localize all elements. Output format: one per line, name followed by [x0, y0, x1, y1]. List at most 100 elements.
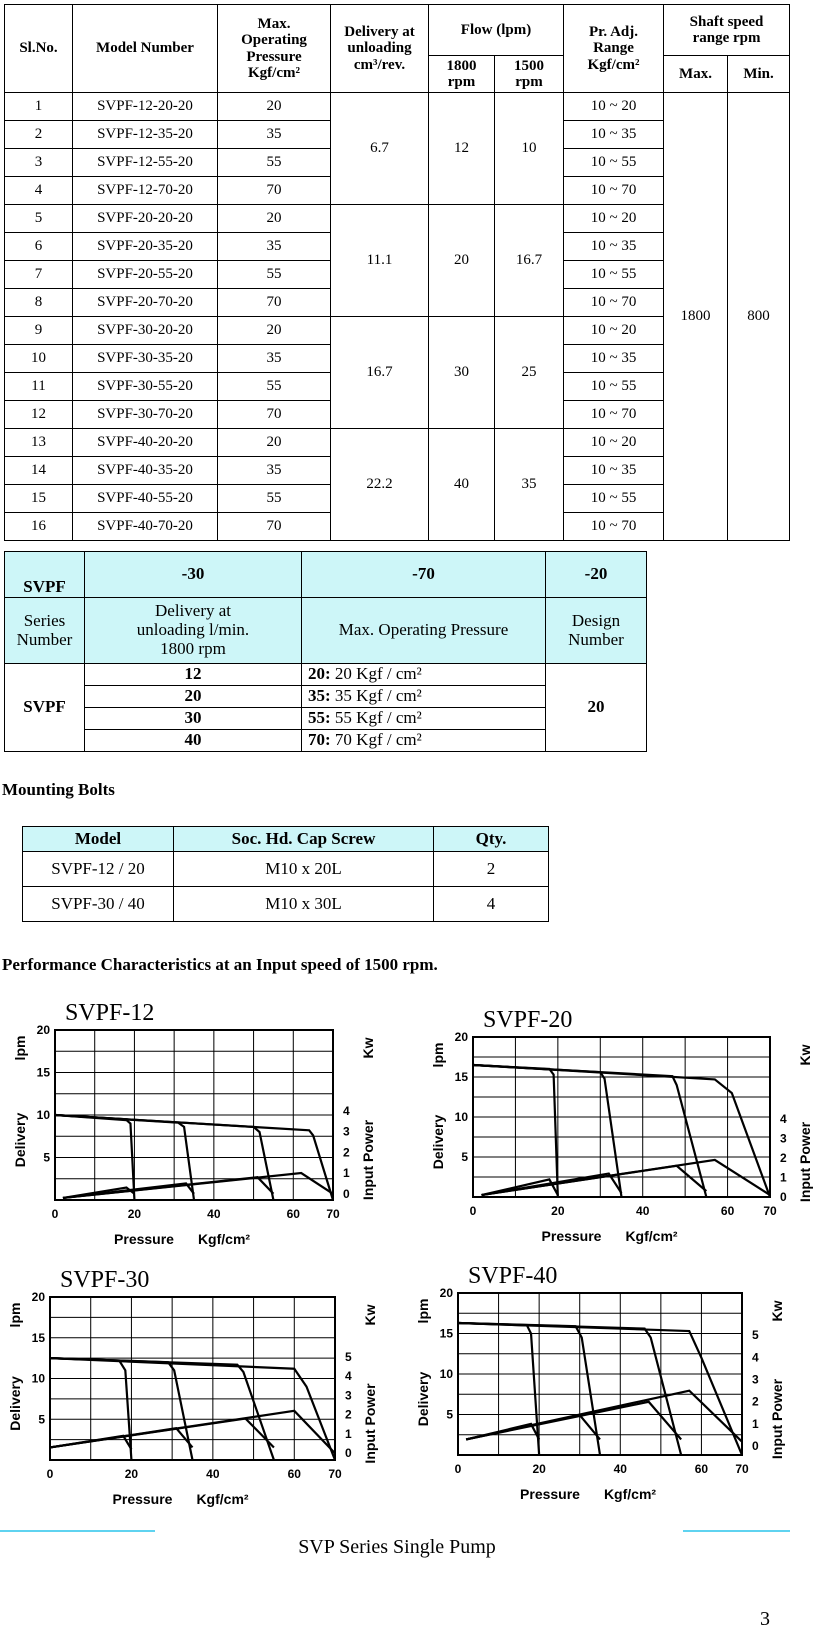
chart-title: SVPF-30 [60, 1267, 149, 1293]
code: 20: [308, 664, 331, 684]
chart-title: SVPF-20 [483, 1007, 572, 1033]
x-tick-label: 0 [52, 1207, 59, 1221]
y2-tick-label: 1 [780, 1170, 787, 1184]
table-cell: 70 [217, 288, 331, 317]
y-tick-label: 20 [440, 1286, 454, 1300]
x-axis-unit: Kgf/cm² [198, 1231, 250, 1247]
x-axis-label: Pressure [542, 1228, 602, 1244]
table-cell: 6 [4, 232, 73, 261]
table-cell: 20: 20 Kgf / cm² [301, 663, 546, 686]
table-cell: 10 ~ 70 [563, 288, 665, 317]
spec-table: Sl.No. Model Number Max. Operating Pressure K… [4, 4, 791, 541]
y-tick-label: 5 [43, 1151, 50, 1165]
x-tick-label: 60 [287, 1207, 301, 1221]
text-line: unloading l/min. [136, 620, 250, 640]
power-curve [49, 1409, 336, 1455]
table-cell: 55: 55 Kgf / cm² [301, 707, 546, 730]
x-tick-label: 40 [614, 1462, 628, 1476]
text-line: Range [593, 40, 634, 57]
chart-title: SVPF-12 [65, 1000, 154, 1026]
text-line: Max. Operating Pressure [338, 620, 509, 640]
table-cell: 55 [217, 260, 331, 289]
x-tick-label: 20 [125, 1467, 139, 1481]
code: 35: [308, 686, 331, 706]
y2-axis-label: Input Power [362, 1383, 378, 1464]
table-row: SVPF-12 / 20 M10 x 20L 2 [22, 851, 549, 887]
y-tick-label: 5 [446, 1408, 453, 1422]
table-cell: 70: 70 Kgf / cm² [301, 729, 546, 752]
text-line: Number [568, 629, 624, 649]
table-row: SVPF-30 / 40 M10 x 30L 4 [22, 886, 549, 922]
y2-tick-label: 4 [345, 1369, 352, 1383]
table-cell: SVPF [4, 551, 85, 598]
y2-axis-unit: Kw [769, 1300, 785, 1321]
y-tick-label: 10 [455, 1110, 469, 1124]
table-cell: -70 [301, 551, 546, 598]
text-line: range rpm [692, 30, 761, 46]
y2-tick-label: 3 [343, 1125, 350, 1139]
table-cell: 11 [4, 372, 73, 401]
x-tick-label: 0 [47, 1467, 54, 1481]
y-axis-unit: lpm [7, 1303, 23, 1328]
table-cell: 3 [4, 148, 73, 177]
table-cell: 14 [4, 456, 73, 485]
y-axis-unit: lpm [430, 1043, 446, 1068]
x-tick-label: 70 [326, 1207, 340, 1221]
footer-rule [683, 1530, 790, 1532]
table-cell: 10 ~ 20 [563, 316, 665, 345]
y-tick-label: 10 [32, 1372, 46, 1386]
y-tick-label: 10 [37, 1108, 51, 1122]
table-row: SVPF 12 20: 20 Kgf / cm² 20 [4, 663, 647, 752]
y2-tick-label: 4 [752, 1350, 759, 1364]
x-tick-label: 70 [763, 1204, 777, 1218]
page-number: 3 [760, 1608, 770, 1630]
table-cell: 35 [493, 428, 565, 541]
x-axis-unit: Kgf/cm² [625, 1228, 677, 1244]
table-row: 1 SVPF-12-20-20 20 6.7 12 10 10 ~ 20 1800 800 [4, 92, 791, 541]
table-cell: 55 [217, 484, 331, 513]
table-row: 20 35: 35 Kgf / cm² [5, 685, 647, 708]
y-tick-label: 15 [37, 1066, 51, 1080]
text-line: Operating [241, 32, 307, 48]
section-heading: Mounting Bolts [2, 780, 115, 799]
header-cell: Min. [727, 55, 791, 93]
table-cell: Delivery at unloading l/min. 1800 rpm [84, 597, 302, 664]
table-cell: 6.7 [330, 92, 429, 205]
header-cell: Sl.No. [4, 4, 73, 93]
x-tick-label: 70 [328, 1467, 342, 1481]
table-cell: 10 ~ 55 [563, 484, 665, 513]
y2-tick-label: 5 [752, 1328, 759, 1342]
table-cell: 35 [217, 120, 331, 149]
header-cell: Delivery at unloading cm³/rev. [330, 4, 429, 93]
y2-tick-label: 2 [780, 1151, 787, 1165]
x-axis-label: Pressure [520, 1486, 580, 1502]
y-tick-label: 5 [461, 1150, 468, 1164]
y-tick-label: 20 [32, 1290, 46, 1304]
x-tick-label: 60 [288, 1467, 302, 1481]
y-tick-label: 20 [455, 1030, 469, 1044]
table-cell: SVPF [4, 663, 85, 752]
footer-rule [0, 1530, 155, 1532]
table-cell: SVPF-30 / 40 [22, 886, 174, 922]
power-curve [481, 1178, 559, 1197]
table-row: 40 70: 70 Kgf / cm² [5, 729, 647, 752]
delivery-curve [49, 1357, 275, 1461]
y-axis-unit: lpm [12, 1036, 28, 1061]
x-tick-label: 20 [532, 1462, 546, 1476]
table-cell: 10 ~ 55 [563, 372, 665, 401]
y2-tick-label: 0 [343, 1187, 350, 1201]
y2-tick-label: 4 [780, 1112, 787, 1126]
footer-title: SVP Series Single Pump [298, 1536, 496, 1558]
table-cell: 16.7 [330, 316, 429, 429]
table-row: 15 SVPF-40-55-20 55 10 ~ 55 [4, 484, 790, 513]
table-cell: 22.2 [330, 428, 429, 541]
text-line: rpm [515, 74, 543, 90]
text: 55 Kgf / cm² [330, 708, 422, 728]
table-cell: SVPF-40-55-20 [72, 484, 218, 513]
header-cell: Shaft speed range rpm [663, 4, 791, 56]
x-axis-label: Pressure [114, 1231, 174, 1247]
x-tick-label: 0 [470, 1204, 477, 1218]
table-row: 16 SVPF-40-70-20 70 10 ~ 70 [4, 512, 790, 541]
